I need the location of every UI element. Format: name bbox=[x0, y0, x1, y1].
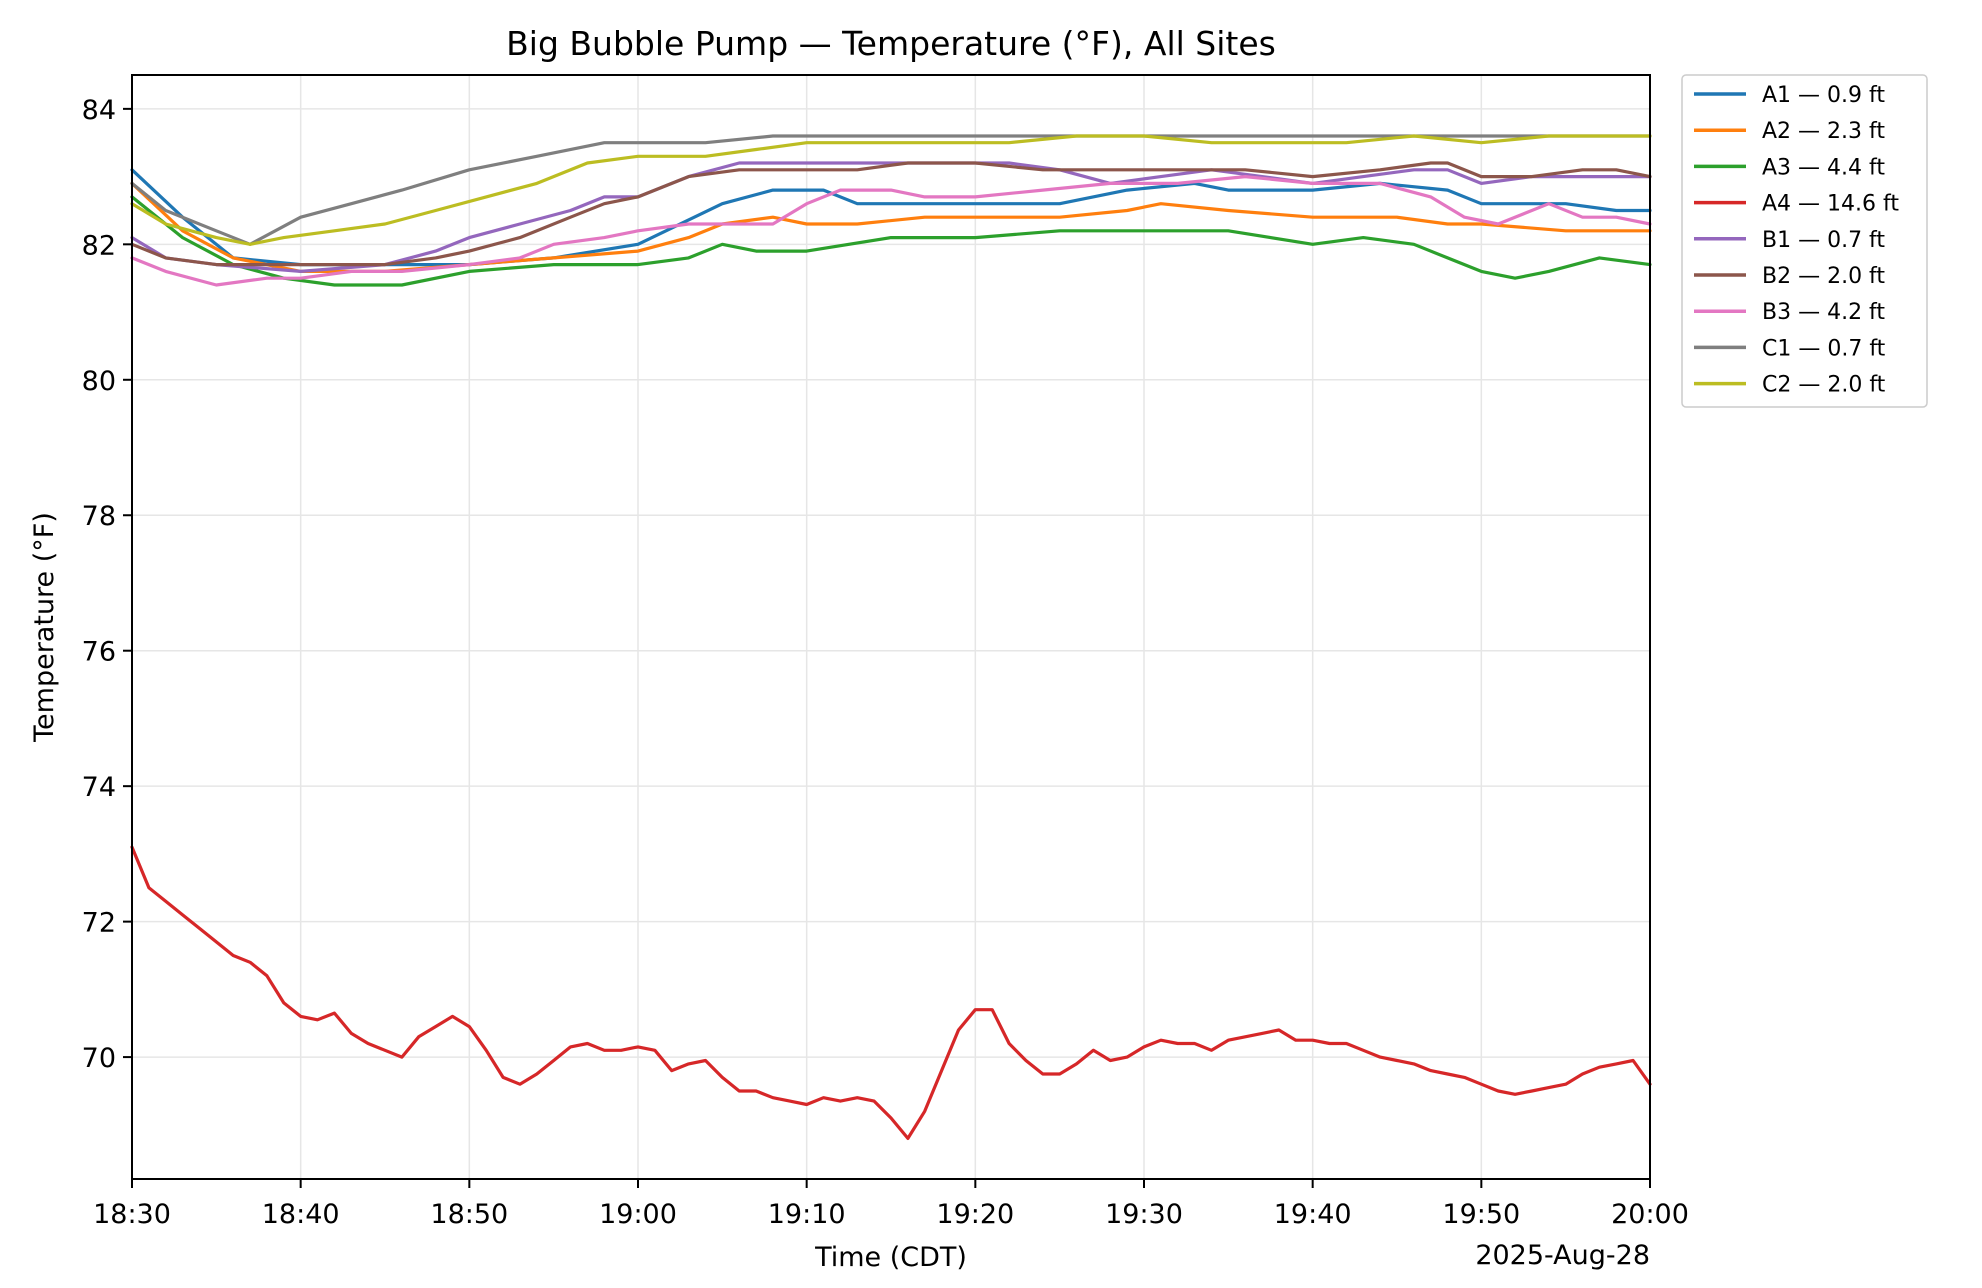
date-label: 2025-Aug-28 bbox=[1475, 1240, 1650, 1271]
legend-label: A3 — 4.4 ft bbox=[1762, 155, 1885, 180]
x-tick-label: 19:50 bbox=[1442, 1199, 1520, 1230]
chart-title: Big Bubble Pump — Temperature (°F), All … bbox=[506, 24, 1276, 63]
legend-label: C2 — 2.0 ft bbox=[1762, 373, 1886, 398]
y-tick-label: 84 bbox=[82, 95, 116, 126]
legend-label: A1 — 0.9 ft bbox=[1762, 83, 1885, 108]
x-tick-label: 19:00 bbox=[599, 1199, 677, 1230]
y-axis: 70 72 74 76 78 80 82 84 bbox=[82, 95, 132, 1074]
legend-label: B3 — 4.2 ft bbox=[1762, 300, 1885, 325]
series-line bbox=[130, 845, 1652, 1140]
x-tick-label: 19:20 bbox=[936, 1199, 1014, 1230]
legend-label: A2 — 2.3 ft bbox=[1762, 119, 1885, 144]
y-tick-label: 78 bbox=[82, 501, 116, 532]
x-tick-label: 19:40 bbox=[1274, 1199, 1352, 1230]
y-tick-label: 80 bbox=[82, 366, 116, 397]
series-line bbox=[130, 134, 1652, 246]
y-tick-label: 76 bbox=[82, 637, 116, 668]
series-line bbox=[130, 161, 1652, 267]
series-layer bbox=[130, 134, 1652, 1140]
y-axis-label: Temperature (°F) bbox=[29, 512, 60, 743]
legend-label: B2 — 2.0 ft bbox=[1762, 264, 1885, 289]
x-tick-label: 20:00 bbox=[1611, 1199, 1689, 1230]
legend-label: C1 — 0.7 ft bbox=[1762, 336, 1886, 361]
x-tick-label: 18:50 bbox=[430, 1199, 508, 1230]
x-tick-label: 18:30 bbox=[93, 1199, 171, 1230]
x-tick-label: 19:10 bbox=[768, 1199, 846, 1230]
series-line bbox=[130, 134, 1652, 246]
y-tick-label: 74 bbox=[82, 772, 116, 803]
x-tick-label: 19:30 bbox=[1105, 1199, 1183, 1230]
y-tick-label: 72 bbox=[82, 908, 116, 939]
series-line bbox=[130, 195, 1652, 287]
legend-label: B1 — 0.7 ft bbox=[1762, 228, 1885, 253]
y-tick-label: 82 bbox=[82, 230, 116, 261]
legend: A1 — 0.9 ft A2 — 2.3 ft A3 — 4.4 ft A4 — 14… bbox=[1681, 74, 1928, 408]
legend-frame bbox=[1681, 74, 1928, 408]
series-line bbox=[130, 175, 1652, 287]
legend-label: A4 — 14.6 ft bbox=[1762, 192, 1899, 217]
plot-frame bbox=[131, 74, 1651, 1180]
x-axis: 18:30 18:40 18:50 19:00 19:10 19:20 19:30 19:40… bbox=[93, 1179, 1689, 1230]
x-tick-label: 18:40 bbox=[262, 1199, 340, 1230]
y-tick-label: 70 bbox=[82, 1043, 116, 1074]
x-axis-label: Time (CDT) bbox=[814, 1242, 967, 1273]
series-line bbox=[130, 161, 1652, 273]
